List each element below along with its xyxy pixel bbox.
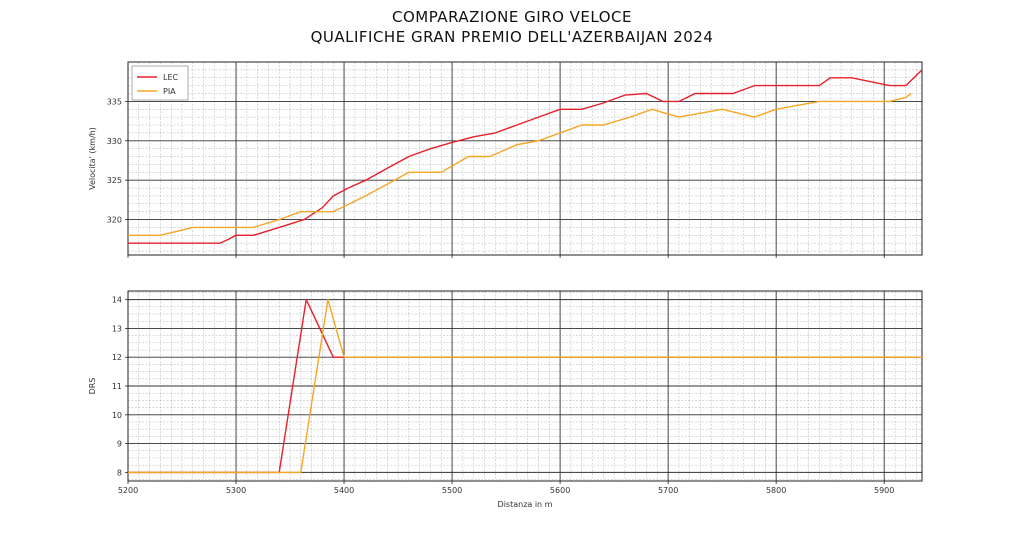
- drs-y-tick-label: 8: [117, 468, 122, 477]
- x-tick-label: 5900: [874, 486, 894, 495]
- drs-y-tick-label: 9: [117, 440, 122, 449]
- drs-panel: 5200 5300 5400 5500 5600 5700 5800 5900 8 9 10 11 12…: [88, 290, 923, 509]
- series-line-lec: [128, 69, 922, 244]
- drs-y-tick-label: 11: [112, 382, 122, 391]
- legend-label-lec: LEC: [163, 73, 179, 82]
- x-tick-label: 5200: [118, 486, 138, 495]
- x-axis-label: Distanza in m: [498, 500, 553, 509]
- speed-y-tick-label: 320: [107, 216, 122, 225]
- chart-title-line-2: QUALIFICHE GRAN PREMIO DELL'AZERBAIJAN 2…: [311, 28, 714, 46]
- x-tick-label: 5800: [766, 486, 786, 495]
- speed-y-tick-label: 335: [107, 97, 122, 106]
- drs-y-tick-label: 13: [112, 324, 122, 333]
- legend-label-pia: PIA: [163, 87, 176, 96]
- speed-y-tick-label: 325: [107, 176, 122, 185]
- drs-y-tick-label: 10: [112, 411, 122, 420]
- x-tick-label: 5400: [334, 486, 354, 495]
- speed-y-tick-label: 330: [107, 137, 122, 146]
- drs-y-tick-label: 14: [112, 296, 122, 305]
- plot-frame: [127, 61, 923, 256]
- drs-y-tick-label: 12: [112, 353, 122, 362]
- legend-box: [131, 65, 189, 101]
- speed-y-axis-label: Velocita' (km/h): [88, 127, 97, 190]
- x-tick-label: 5500: [442, 486, 462, 495]
- x-tick-label: 5300: [226, 486, 246, 495]
- drs-y-axis-label: DRS: [88, 378, 97, 395]
- series-line-pia: [128, 298, 922, 474]
- chart-title-line-1: COMPARAZIONE GIRO VELOCE: [392, 8, 632, 26]
- x-tick-label: 5700: [658, 486, 678, 495]
- series-line-pia: [128, 92, 912, 237]
- speed-panel: 320 325 330 335 Velocita' (km/h) LEC PIA: [88, 61, 923, 258]
- x-tick-label: 5600: [550, 486, 570, 495]
